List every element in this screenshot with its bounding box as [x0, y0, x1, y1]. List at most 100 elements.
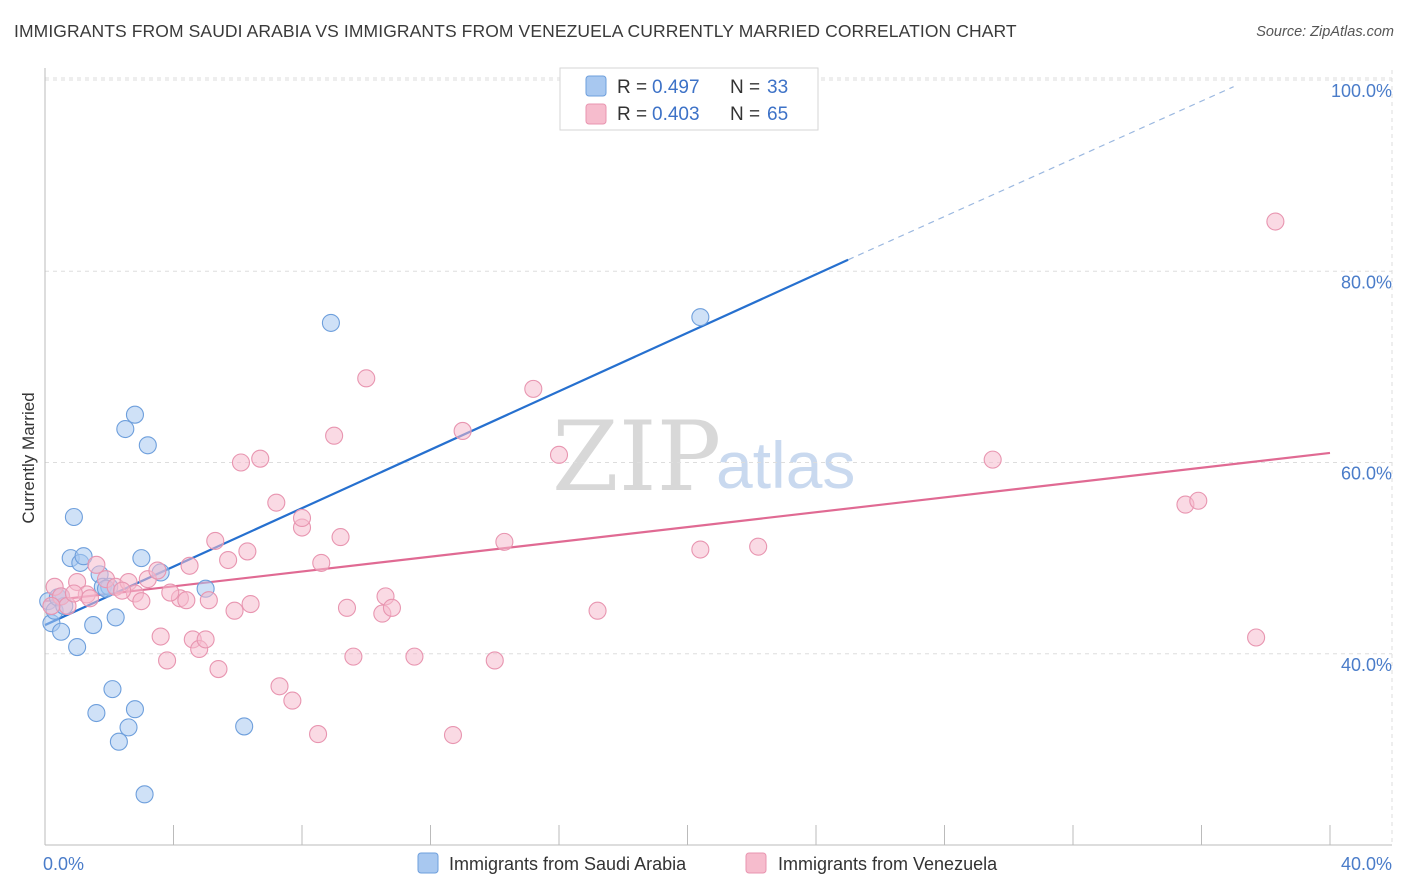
- source-credit: Source: ZipAtlas.com: [1256, 24, 1394, 40]
- legend-n-label: N =: [730, 104, 760, 125]
- data-point: [151, 627, 170, 646]
- data-point: [68, 638, 87, 657]
- legend-r-value-venezuela: 0.403: [652, 104, 700, 125]
- x-tick-label: 40.0%: [1341, 854, 1392, 874]
- data-point: [443, 725, 463, 745]
- bottom-legend-label-saudi-arabia: Immigrants from Saudi Arabia: [449, 854, 687, 874]
- watermark-zip-text: ZIP: [552, 401, 721, 513]
- data-point: [116, 419, 135, 439]
- data-point: [206, 531, 225, 550]
- data-point: [135, 785, 154, 804]
- data-point: [453, 421, 472, 440]
- data-point: [52, 622, 71, 641]
- data-point: [80, 589, 100, 608]
- data-point: [132, 549, 151, 568]
- data-point: [196, 630, 215, 649]
- data-point: [325, 426, 344, 445]
- data-point: [485, 651, 504, 670]
- trend-extension-dashed: [847, 86, 1234, 261]
- bottom-legend-label-venezuela: Immigrants from Venezuela: [778, 854, 998, 874]
- legend-n-value-venezuela: 65: [767, 104, 788, 125]
- data-point: [283, 691, 302, 710]
- y-tick-label: 80.0%: [1341, 272, 1392, 292]
- data-point: [267, 493, 286, 512]
- data-point: [125, 405, 144, 424]
- chart-title: IMMIGRANTS FROM SAUDI ARABIA VS IMMIGRAN…: [14, 21, 1017, 41]
- bottom-legend-swatch-saudi-arabia: [417, 852, 439, 874]
- data-point: [158, 651, 177, 670]
- legend-r-value-saudi-arabia: 0.497: [652, 77, 700, 98]
- watermark: ZIP atlas: [552, 401, 855, 513]
- bottom-legend-swatch-venezuela: [745, 852, 767, 874]
- data-point: [588, 601, 607, 620]
- series-legend: Immigrants from Saudi Arabia Immigrants …: [417, 852, 998, 874]
- series-venezuela: [42, 212, 1285, 745]
- data-point: [235, 717, 254, 736]
- data-point: [749, 537, 768, 556]
- data-point: [238, 542, 257, 561]
- data-point: [64, 584, 83, 603]
- data-point: [292, 508, 312, 528]
- data-point: [344, 647, 363, 666]
- data-point: [148, 561, 167, 580]
- data-point: [180, 556, 199, 575]
- y-tick-label: 100.0%: [1331, 81, 1392, 101]
- data-point: [983, 450, 1002, 469]
- y-axis-label: Currently Married: [19, 392, 38, 523]
- series-saudi-arabia: [39, 308, 710, 804]
- data-point: [209, 659, 228, 679]
- data-point: [177, 591, 196, 610]
- data-point: [119, 718, 138, 737]
- data-point: [321, 313, 340, 332]
- data-point: [199, 591, 218, 610]
- data-point: [103, 680, 122, 699]
- data-point: [312, 553, 331, 572]
- trend-line-saudi-arabia: [44, 258, 849, 627]
- data-point: [231, 453, 251, 472]
- data-points: [39, 212, 1285, 804]
- data-point: [138, 436, 157, 455]
- data-point: [331, 528, 350, 547]
- watermark-atlas-text: atlas: [716, 428, 855, 502]
- data-point: [87, 703, 106, 723]
- y-tick-label: 40.0%: [1341, 655, 1392, 675]
- data-point: [495, 532, 514, 551]
- data-point: [357, 369, 376, 388]
- tick-labels: 40.0% 60.0% 80.0% 100.0% 0.0% 40.0%: [43, 81, 1392, 874]
- data-point: [113, 581, 132, 600]
- correlation-legend: R = 0.497 N = 33 R = 0.403 N = 65: [559, 67, 819, 131]
- data-point: [1189, 491, 1208, 510]
- data-point: [337, 598, 357, 617]
- data-point: [74, 547, 93, 566]
- data-point: [382, 598, 402, 617]
- grid-lines: [45, 70, 1393, 845]
- data-point: [691, 540, 710, 559]
- legend-n-value-saudi-arabia: 33: [767, 77, 788, 98]
- data-point: [524, 379, 543, 398]
- data-point: [405, 647, 424, 666]
- trend-lines: [44, 86, 1331, 627]
- data-point: [161, 583, 180, 602]
- legend-r-label: R =: [617, 77, 647, 98]
- data-point: [270, 677, 289, 696]
- legend-swatch-saudi-arabia: [585, 75, 607, 97]
- data-point: [125, 700, 144, 719]
- trend-line-venezuela: [44, 451, 1331, 603]
- data-point: [219, 550, 238, 570]
- y-tick-label: 60.0%: [1341, 464, 1392, 484]
- data-point: [309, 725, 328, 744]
- data-point: [549, 445, 569, 464]
- data-point: [42, 596, 61, 615]
- data-point: [84, 616, 103, 635]
- axes: [44, 68, 1392, 846]
- data-point: [1247, 628, 1266, 647]
- legend-swatch-venezuela: [585, 103, 607, 125]
- data-point: [691, 308, 710, 327]
- data-point: [87, 555, 106, 574]
- legend-n-label: N =: [730, 77, 760, 98]
- x-tick-label: 0.0%: [43, 854, 84, 874]
- data-point: [109, 732, 128, 751]
- data-point: [225, 601, 244, 620]
- data-point: [132, 592, 151, 611]
- data-point: [64, 507, 83, 527]
